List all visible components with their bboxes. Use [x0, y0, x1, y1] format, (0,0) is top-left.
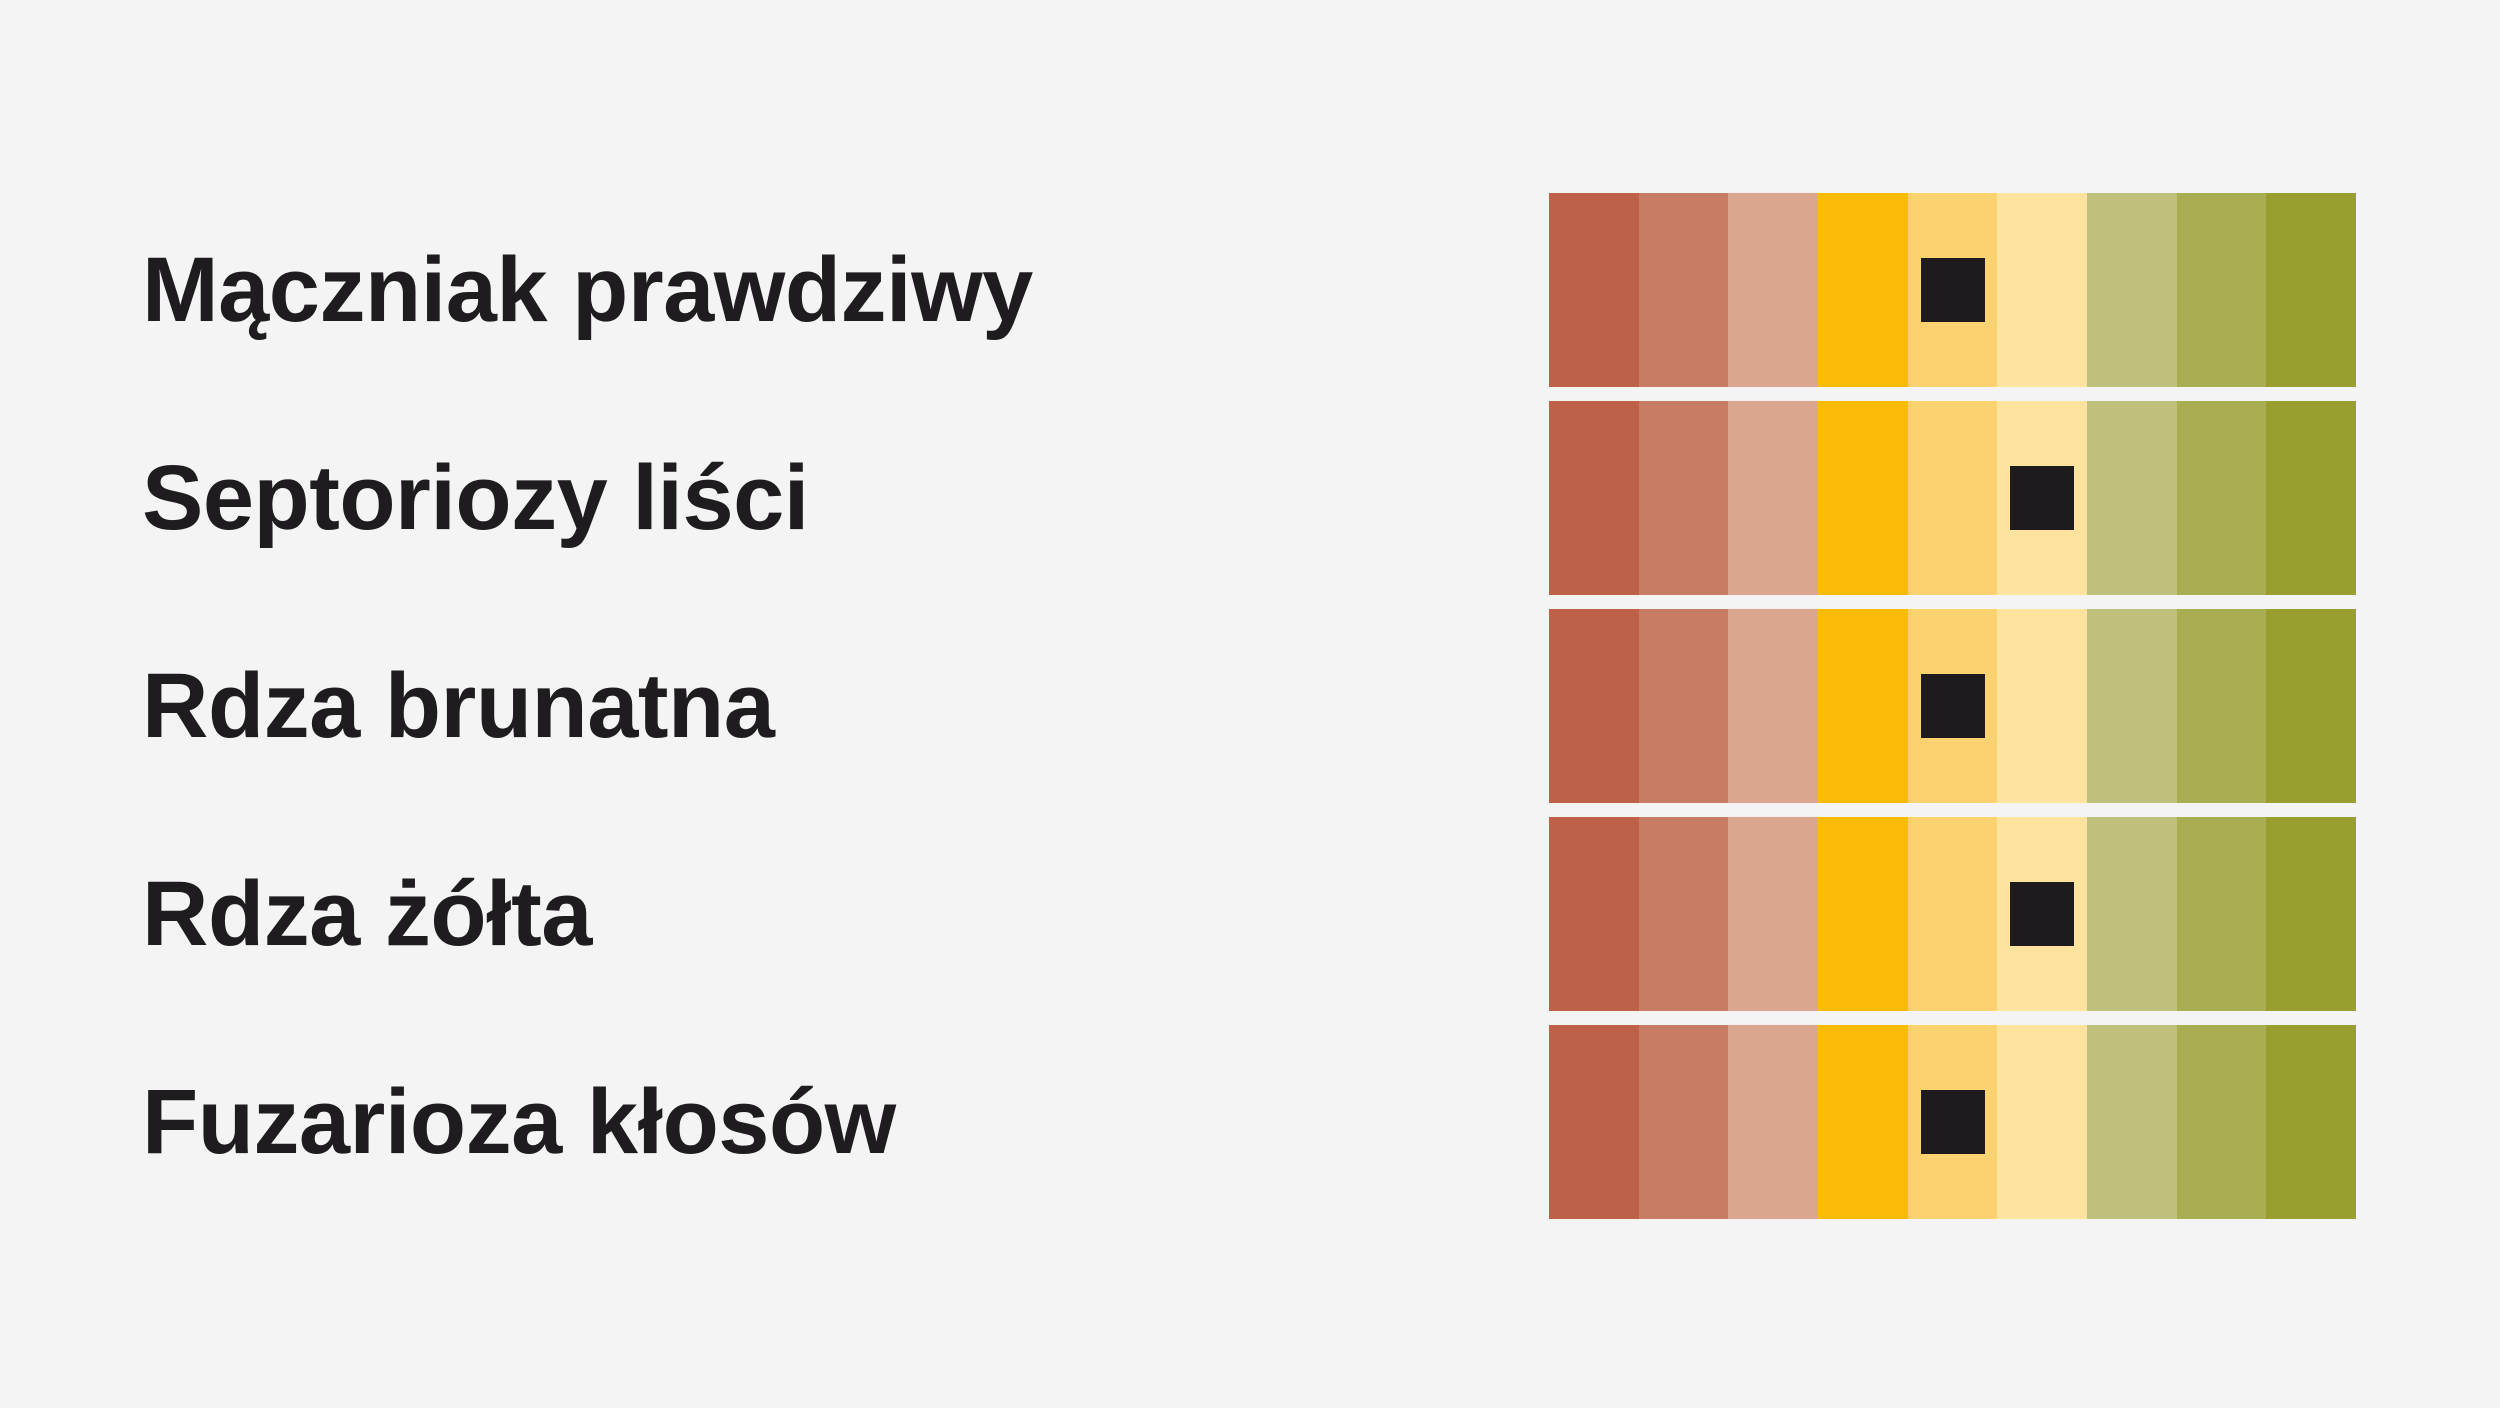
- scale-cell-7: [2087, 1025, 2177, 1219]
- scale-cell-7: [2087, 609, 2177, 803]
- scale-cell-8: [2176, 193, 2267, 387]
- scale-cell-7: [2087, 817, 2177, 1011]
- scale-cell-9: [2266, 609, 2357, 803]
- scale-cell-1: [1549, 817, 1639, 1011]
- scale-cell-2: [1638, 817, 1729, 1011]
- scale-cell-4: [1818, 193, 1908, 387]
- scale-cell-1: [1549, 609, 1639, 803]
- scale-cell-6: [1997, 609, 2088, 803]
- rating-scale-bar: [1549, 193, 2357, 387]
- rating-marker: [1920, 674, 1985, 738]
- scale-cell-4: [1818, 609, 1908, 803]
- scale-cell-1: [1549, 1025, 1639, 1219]
- scale-cell-6: [1997, 1025, 2088, 1219]
- scale-cell-3: [1728, 401, 1819, 595]
- scale-cell-4: [1818, 817, 1908, 1011]
- scale-cell-4: [1818, 401, 1908, 595]
- scale-cell-5: [1907, 401, 1998, 595]
- scale-cell-9: [2266, 1025, 2357, 1219]
- scale-cell-8: [2176, 609, 2267, 803]
- scale-cell-2: [1638, 1025, 1729, 1219]
- row-label: Rdza żółta: [142, 863, 592, 965]
- rating-scale-bar: [1549, 1025, 2357, 1219]
- scale-cell-4: [1818, 1025, 1908, 1219]
- scale-cell-1: [1549, 401, 1639, 595]
- rating-marker: [1920, 258, 1985, 322]
- row-label: Mączniak prawdziwy: [142, 239, 1033, 341]
- row-label: Fuzarioza kłosów: [142, 1071, 896, 1173]
- rating-scale-bar: [1549, 609, 2357, 803]
- scale-cell-2: [1638, 609, 1729, 803]
- rating-scale-bar: [1549, 817, 2357, 1011]
- scale-cell-6: [1997, 193, 2088, 387]
- scale-cell-9: [2266, 817, 2357, 1011]
- rating-scale-bar: [1549, 401, 2357, 595]
- scale-cell-2: [1638, 401, 1729, 595]
- scale-cell-8: [2176, 817, 2267, 1011]
- row-label: Rdza brunatna: [142, 655, 775, 757]
- scale-cell-8: [2176, 401, 2267, 595]
- scale-cell-3: [1728, 193, 1819, 387]
- scale-cell-8: [2176, 1025, 2267, 1219]
- scale-cell-2: [1638, 193, 1729, 387]
- rating-marker: [2010, 882, 2075, 946]
- scale-cell-3: [1728, 1025, 1819, 1219]
- scale-cell-7: [2087, 401, 2177, 595]
- scale-cell-3: [1728, 609, 1819, 803]
- scale-cell-7: [2087, 193, 2177, 387]
- scale-cell-5: [1907, 817, 1998, 1011]
- row-label: Septoriozy liści: [142, 447, 809, 549]
- scale-cell-9: [2266, 193, 2357, 387]
- scale-cell-1: [1549, 193, 1639, 387]
- scale-cell-3: [1728, 817, 1819, 1011]
- rating-marker: [2010, 466, 2075, 530]
- rating-marker: [1920, 1090, 1985, 1154]
- scale-cell-9: [2266, 401, 2357, 595]
